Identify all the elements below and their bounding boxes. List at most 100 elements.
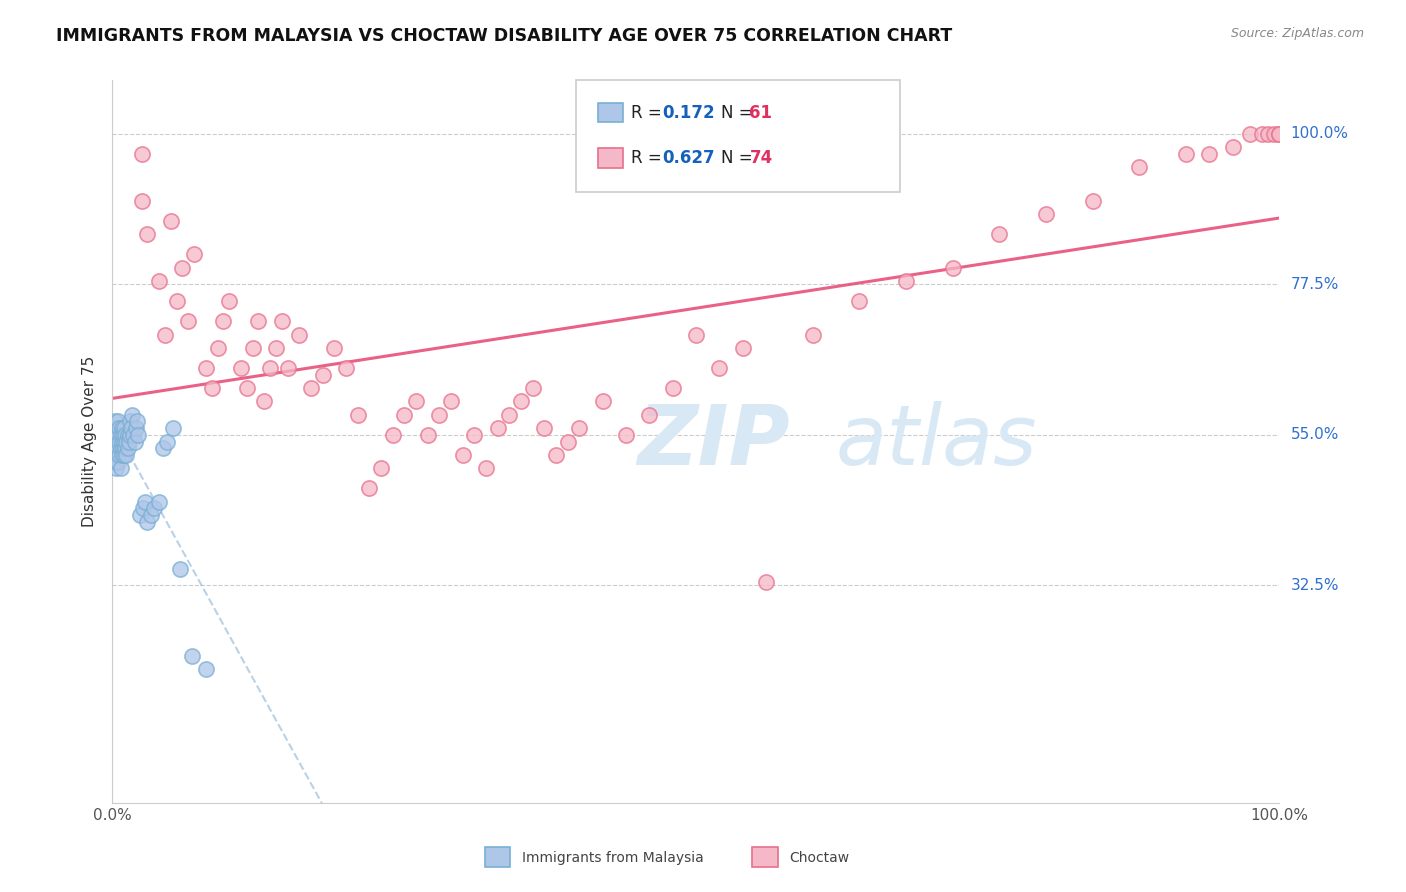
Point	[614, 427, 637, 442]
Point	[1198, 147, 1220, 161]
Point	[103, 421, 125, 435]
Point	[311, 368, 333, 382]
Point	[104, 414, 127, 429]
Point	[440, 394, 463, 409]
Point	[405, 394, 427, 409]
Point	[848, 294, 870, 309]
Point	[264, 341, 287, 355]
Point	[229, 361, 252, 376]
Point	[127, 427, 149, 442]
Text: N =: N =	[721, 103, 758, 121]
Point	[105, 434, 128, 449]
Point	[942, 260, 965, 275]
Point	[557, 434, 579, 449]
Point	[276, 361, 298, 376]
Point	[370, 461, 392, 475]
Point	[111, 421, 134, 435]
Point	[685, 327, 707, 342]
Point	[139, 508, 162, 523]
Point	[177, 314, 200, 328]
Text: N =: N =	[721, 149, 758, 167]
Point	[103, 434, 125, 449]
Point	[115, 434, 138, 449]
Point	[148, 274, 170, 288]
Point	[121, 408, 143, 422]
Point	[169, 562, 191, 576]
Point	[522, 381, 544, 395]
Point	[1251, 127, 1274, 141]
Point	[346, 408, 368, 422]
Point	[118, 427, 141, 442]
Point	[103, 427, 125, 442]
Point	[136, 227, 159, 242]
Point	[207, 341, 229, 355]
Point	[107, 455, 129, 469]
Point	[463, 427, 485, 442]
Point	[111, 434, 134, 449]
Point	[235, 381, 257, 395]
Point	[1128, 161, 1150, 175]
Point	[108, 434, 131, 449]
Point	[755, 575, 778, 590]
Point	[416, 427, 439, 442]
Text: IMMIGRANTS FROM MALAYSIA VS CHOCTAW DISABILITY AGE OVER 75 CORRELATION CHART: IMMIGRANTS FROM MALAYSIA VS CHOCTAW DISA…	[56, 27, 952, 45]
Point	[114, 442, 136, 455]
Point	[988, 227, 1011, 242]
Point	[661, 381, 683, 395]
Point	[731, 341, 754, 355]
Point	[112, 448, 135, 462]
Point	[1222, 140, 1244, 154]
Point	[112, 421, 135, 435]
Point	[131, 194, 153, 208]
Text: R =: R =	[631, 149, 668, 167]
Point	[107, 414, 129, 429]
Point	[131, 147, 153, 161]
Point	[1175, 147, 1198, 161]
Point	[299, 381, 322, 395]
Point	[110, 442, 132, 455]
Text: 32.5%: 32.5%	[1291, 578, 1339, 593]
Point	[104, 434, 127, 449]
Point	[451, 448, 474, 462]
Point	[568, 421, 591, 435]
Point	[134, 494, 156, 508]
Point	[486, 421, 509, 435]
Text: 0.627: 0.627	[662, 149, 714, 167]
Point	[117, 442, 139, 455]
Point	[112, 434, 135, 449]
Point	[183, 247, 205, 261]
Point	[270, 314, 292, 328]
Text: Source: ZipAtlas.com: Source: ZipAtlas.com	[1230, 27, 1364, 40]
Point	[108, 421, 131, 435]
Point	[427, 408, 450, 422]
Point	[894, 274, 917, 288]
Point	[110, 427, 132, 442]
Point	[104, 442, 127, 455]
Text: 0.172: 0.172	[662, 103, 714, 121]
Point	[1035, 207, 1057, 221]
Point	[124, 434, 146, 449]
Point	[381, 427, 404, 442]
Point	[498, 408, 520, 422]
Point	[120, 421, 142, 435]
Point	[323, 341, 346, 355]
Point	[1263, 127, 1285, 141]
Text: Choctaw: Choctaw	[789, 851, 849, 865]
Point	[160, 214, 183, 228]
Point	[394, 408, 416, 422]
Point	[162, 421, 184, 435]
Point	[335, 361, 357, 376]
Point	[110, 461, 132, 475]
Point	[117, 427, 139, 442]
Y-axis label: Disability Age Over 75: Disability Age Over 75	[82, 356, 97, 527]
Point	[180, 648, 202, 663]
Point	[638, 408, 661, 422]
Point	[132, 501, 155, 516]
Point	[253, 394, 276, 409]
Point	[115, 448, 138, 462]
Text: 100.0%: 100.0%	[1291, 127, 1348, 141]
Point	[194, 662, 217, 676]
Point	[801, 327, 824, 342]
Point	[104, 421, 127, 435]
Point	[104, 461, 127, 475]
